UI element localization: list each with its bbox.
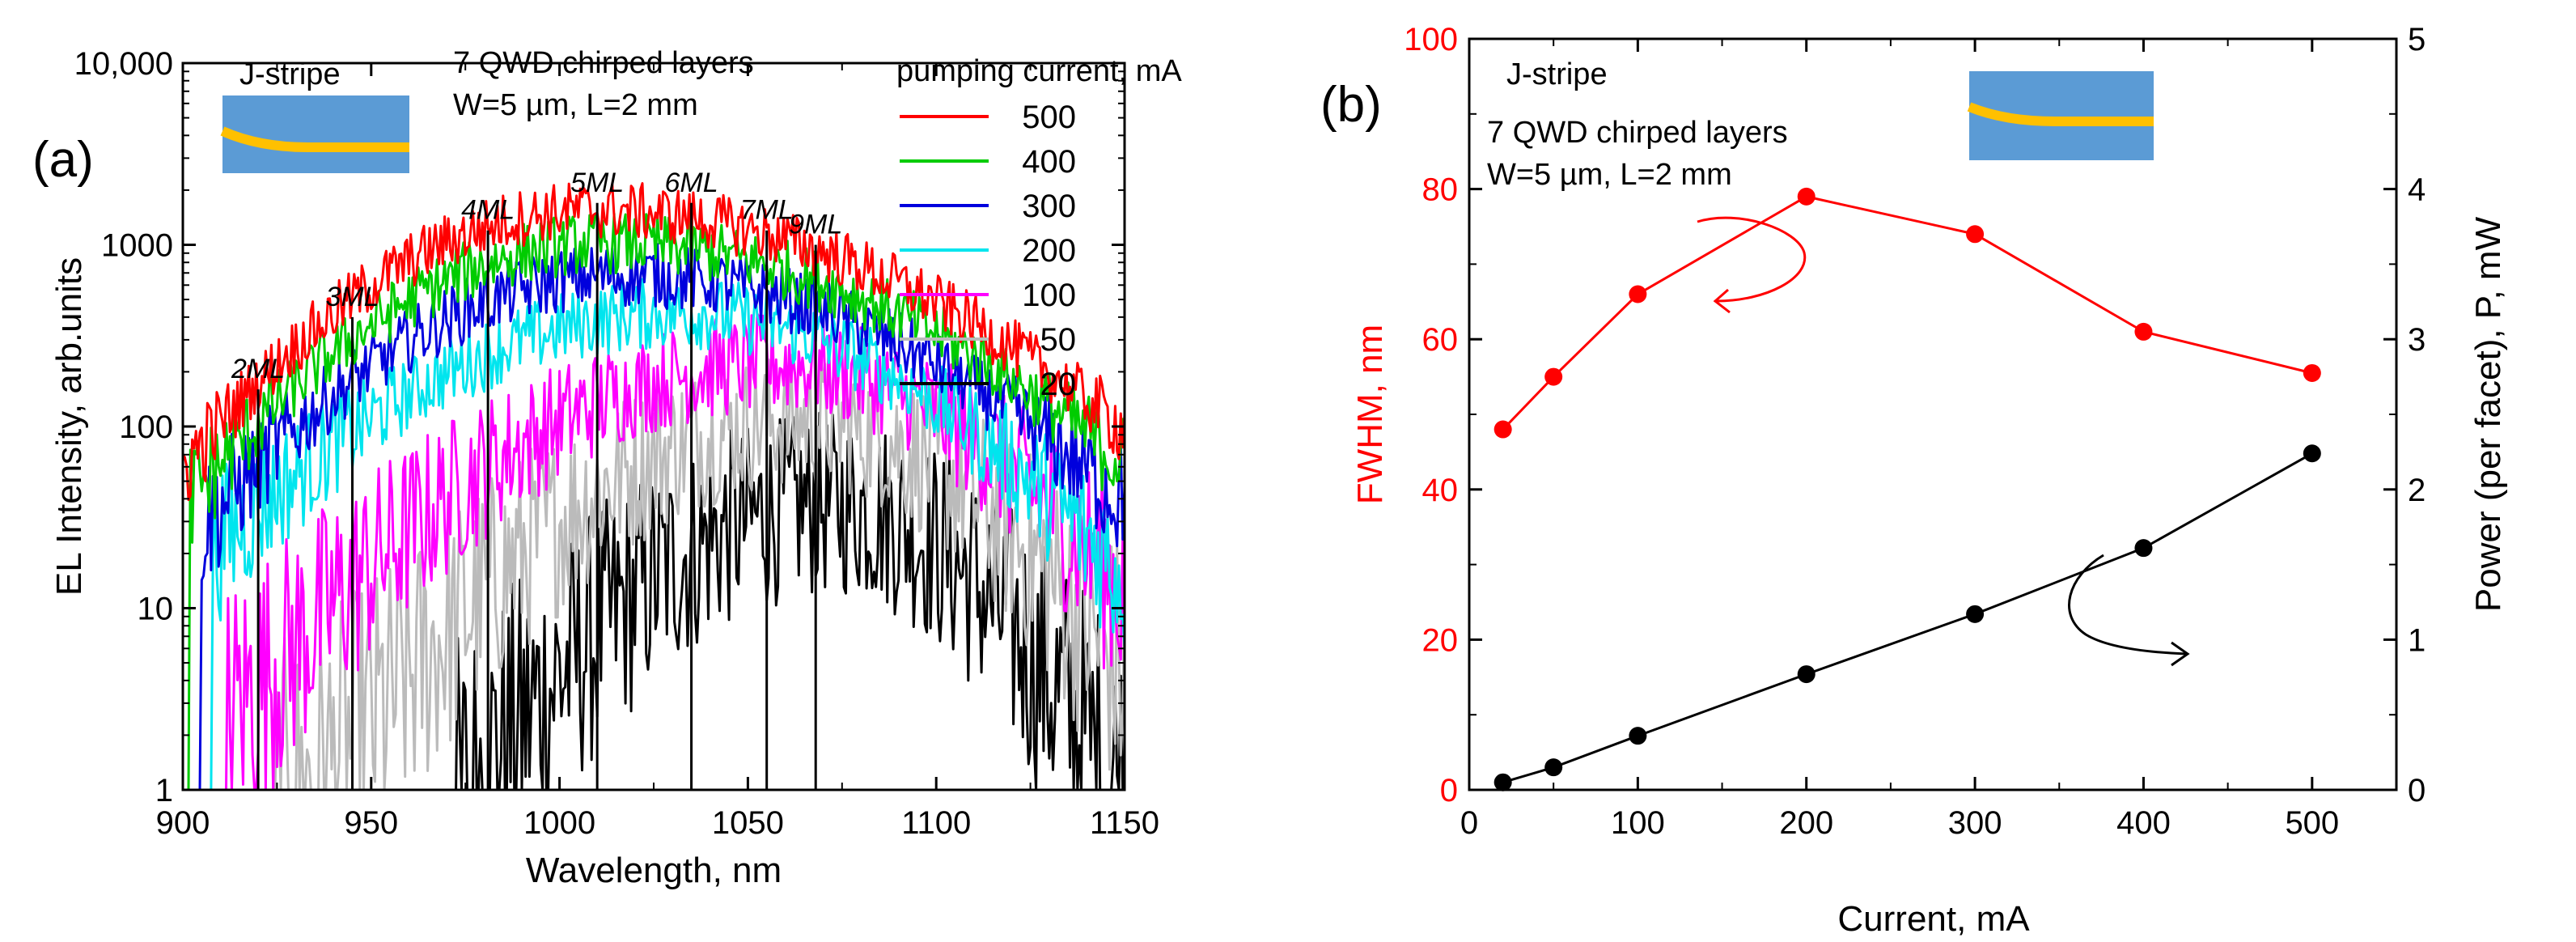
fwhm-line — [1502, 195, 2313, 431]
x-tick-label-b-200: 200 — [1779, 805, 1833, 841]
ml-label-4ml: 4ML — [461, 195, 515, 226]
plot-b-frame — [1468, 37, 2398, 791]
y-tick-label-b-right-5: 5 — [2408, 22, 2426, 57]
y-tick-label-b-right-2: 2 — [2408, 473, 2426, 508]
legend-a: 500 400 300 200 100 50 20 — [900, 100, 1076, 402]
power-point-300ma — [1966, 605, 1985, 623]
y-tick-label-b-right-4: 4 — [2408, 172, 2426, 208]
power-axis-arrow — [2068, 554, 2187, 656]
ml-label-3ml: 3ML — [325, 282, 379, 312]
x-tick-label-a-1000: 1000 — [523, 805, 595, 841]
x-tick-label-a-950: 950 — [344, 805, 398, 841]
power-point-500ma — [2303, 444, 2321, 463]
structure-a-line2: W=5 µm, L=2 mm — [453, 88, 698, 122]
legend-label-20ma: 20 — [1040, 367, 1077, 402]
spectra-series-group — [181, 182, 1126, 791]
spectrum-line-500ma — [181, 182, 1126, 502]
y-tick-label-b-right-0: 0 — [2408, 773, 2426, 808]
y-axis-b-left-ticks: 0 20 40 60 80 100 — [1404, 22, 1482, 808]
legend-label-100ma: 100 — [1022, 278, 1076, 313]
y-tick-label-b-right-3: 3 — [2408, 322, 2426, 358]
x-tick-label-b-0: 0 — [1460, 805, 1478, 841]
ml-label-2ml: 2ML — [231, 354, 285, 384]
spectrum-line-300ma — [183, 243, 1126, 791]
x-axis-a-ticks: 900 950 1000 1050 1100 1150 — [156, 63, 1159, 841]
x-tick-label-a-900: 900 — [156, 805, 210, 841]
waveguide-inset-b — [1967, 71, 2154, 160]
x-tick-label-a-1050: 1050 — [712, 805, 784, 841]
legend-label-400ma: 400 — [1022, 144, 1076, 180]
power-line — [1502, 452, 2313, 784]
fwhm-axis-arrow — [1697, 216, 1807, 303]
fwhm-point-500ma — [2303, 363, 2321, 382]
waveguide-inset-a — [220, 95, 409, 173]
y-tick-label-b-right-1: 1 — [2408, 622, 2426, 658]
legend-label-50ma: 50 — [1040, 322, 1077, 358]
ml-label-5ml: 5ML — [570, 168, 624, 198]
x-tick-label-a-1100: 1100 — [901, 805, 971, 841]
x-tick-label-a-1150: 1150 — [1090, 805, 1159, 841]
x-axis-b-title: Current, mA — [1837, 899, 2030, 939]
panel-b-label: (b) — [1320, 77, 1382, 133]
y-tick-label-a-10000: 10,000 — [74, 46, 173, 82]
y-axis-a-ticks: 1 10 100 1000 10,000 — [74, 46, 1125, 808]
fwhm-point-100ma — [1629, 285, 1647, 303]
power-point-200ma — [1797, 665, 1815, 684]
inset-a-jstripe — [220, 126, 409, 152]
x-tick-label-b-400: 400 — [2116, 805, 2171, 841]
fwhm-point-200ma — [1797, 187, 1815, 206]
y-axis-a-title: EL Intensity, arb.units — [49, 257, 89, 596]
panel-a-label: (a) — [32, 132, 94, 188]
spectrum-line-100ma — [183, 312, 1126, 791]
ml-label-6ml: 6ML — [664, 168, 718, 198]
y-tick-label-a-10: 10 — [138, 592, 174, 627]
fwhm-point-50ma — [1544, 367, 1563, 386]
spectrum-line-200ma — [183, 278, 1126, 791]
y-tick-label-b-left-0: 0 — [1440, 773, 1458, 808]
y-tick-label-b-left-40: 40 — [1422, 473, 1459, 508]
structure-b-line1: 7 QWD chirped layers — [1487, 116, 1788, 150]
inset-b-label: J-stripe — [1506, 57, 1608, 91]
power-axis-arrowhead — [2171, 641, 2190, 667]
y-axis-b-right-ticks: 0 1 2 3 4 5 — [2383, 22, 2426, 808]
power-point-400ma — [2134, 539, 2153, 558]
legend-label-300ma: 300 — [1022, 189, 1076, 224]
y-tick-label-a-1000: 1000 — [101, 228, 173, 264]
y-tick-label-b-left-80: 80 — [1422, 172, 1459, 208]
power-point-100ma — [1629, 727, 1647, 745]
fwhm-point-20ma — [1493, 420, 1512, 439]
inset-a-chip — [222, 95, 409, 173]
panel-b-fwhm-power: (b) 0 100 200 300 400 500 0 20 40 60 80 100 0 1 2 3 4 5… — [1320, 22, 2508, 939]
fwhm-power-series-group — [1493, 187, 2321, 791]
x-tick-label-b-300: 300 — [1948, 805, 2002, 841]
structure-a-line1: 7 QWD chirped layers — [453, 46, 754, 80]
fwhm-point-400ma — [2134, 322, 2153, 341]
legend-label-200ma: 200 — [1022, 233, 1076, 269]
y-tick-label-b-left-20: 20 — [1422, 622, 1459, 658]
legend-label-500ma: 500 — [1022, 100, 1076, 135]
x-tick-label-b-100: 100 — [1611, 805, 1665, 841]
structure-b-line2: W=5 µm, L=2 mm — [1487, 158, 1732, 192]
y-tick-label-b-left-60: 60 — [1422, 322, 1459, 358]
x-tick-label-b-500: 500 — [2285, 805, 2339, 841]
y-tick-label-a-1: 1 — [155, 773, 173, 808]
y-tick-label-a-100: 100 — [119, 409, 173, 445]
y-tick-label-b-left-100: 100 — [1404, 22, 1458, 57]
y-axis-b-right-title: Power (per facet), P, mW — [2468, 216, 2508, 612]
x-axis-a-title: Wavelength, nm — [526, 851, 782, 890]
power-point-50ma — [1544, 758, 1563, 777]
ml-label-7ml: 7ML — [740, 195, 794, 226]
ml-label-9ml: 9ML — [789, 210, 842, 240]
x-axis-b-ticks: 0 100 200 300 400 500 — [1460, 39, 2397, 841]
power-point-20ma — [1493, 773, 1512, 791]
fwhm-axis-arrowhead — [1713, 288, 1731, 314]
legend-a-title: pumping current, mA — [896, 54, 1182, 88]
inset-b-jstripe — [1967, 102, 2154, 126]
y-axis-b-left-title: FWHM, nm — [1350, 325, 1390, 504]
inset-a-label: J-stripe — [239, 57, 341, 91]
fwhm-point-300ma — [1966, 225, 1985, 244]
